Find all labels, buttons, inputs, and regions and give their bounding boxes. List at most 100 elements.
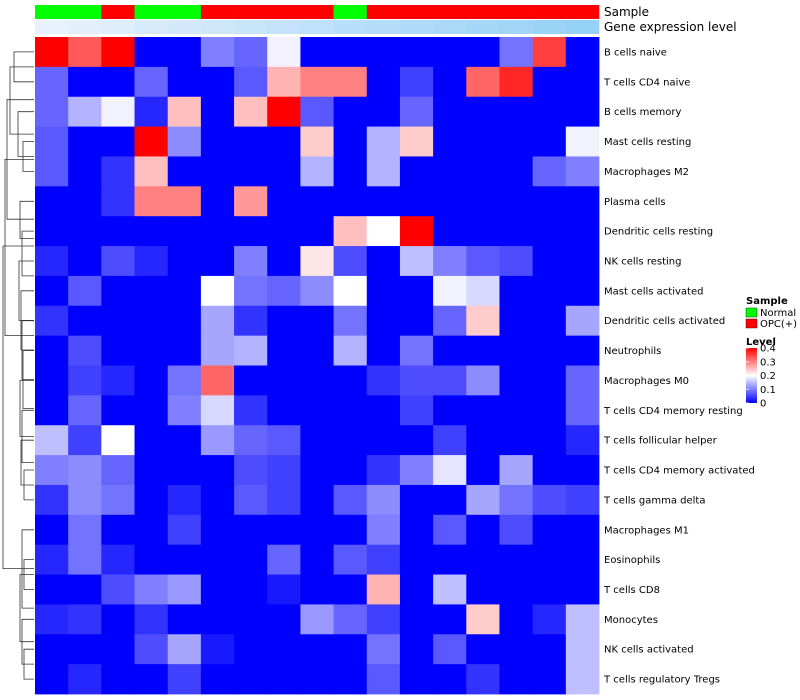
heatmap-cell: [267, 604, 301, 635]
heatmap-cell: [234, 186, 268, 217]
row-dendrogram: [2, 51, 34, 680]
heatmap-cell: [267, 425, 301, 456]
heatmap-cell: [300, 574, 334, 605]
heatmap-cell: [466, 126, 500, 157]
heatmap-cell: [399, 604, 434, 635]
heatmap-cell: [366, 335, 401, 366]
heatmap-cell: [200, 275, 235, 307]
row-label: NK cells resting: [604, 256, 681, 267]
sample-annotation-cell: [200, 5, 235, 19]
heatmap-cell: [134, 216, 169, 247]
heatmap-cell: [68, 574, 102, 605]
heatmap-cell: [366, 37, 401, 68]
level-legend-tick-label: 0.3: [760, 357, 776, 368]
heatmap-cell: [433, 455, 467, 486]
row-label: B cells memory: [604, 107, 681, 118]
heatmap-cell: [101, 634, 135, 665]
heatmap-cell: [267, 216, 301, 247]
expression-annotation-cell: [234, 20, 268, 34]
heatmap-cell: [333, 66, 368, 98]
heatmap-cell: [499, 156, 534, 187]
heatmap-cell: [532, 455, 567, 486]
heatmap-cell: [532, 37, 567, 68]
heatmap-cell: [499, 544, 534, 575]
heatmap-cell: [532, 216, 567, 247]
heatmap-cell: [300, 66, 334, 98]
level-legend-tick-label: 0.2: [760, 371, 776, 382]
heatmap-cell: [300, 216, 334, 247]
heatmap-cell: [234, 37, 268, 68]
heatmap-cell: [200, 395, 235, 426]
heatmap-cell: [134, 126, 169, 157]
expression-annotation-cell: [333, 20, 368, 34]
sample-annotation-cell: [532, 5, 567, 19]
heatmap-cell: [565, 186, 600, 217]
row-label: B cells naive: [604, 47, 667, 58]
heatmap-cell: [101, 574, 135, 605]
heatmap-cell: [267, 484, 301, 516]
heatmap-cell: [35, 514, 69, 546]
heatmap-cell: [466, 604, 500, 635]
level-legend-tick-label: 0.1: [760, 385, 776, 396]
heatmap-cell: [366, 455, 401, 486]
heatmap-cell: [267, 514, 301, 546]
row-label: NK cells activated: [604, 645, 694, 656]
row-label: T cells regulatory Tregs: [603, 675, 720, 686]
heatmap-cell: [466, 66, 500, 98]
heatmap-cell: [399, 455, 434, 486]
heatmap-cell: [234, 335, 268, 366]
heatmap-cell: [101, 395, 135, 426]
heatmap-cell: [499, 37, 534, 68]
heatmap-cell: [532, 484, 567, 516]
heatmap-cell: [366, 484, 401, 516]
heatmap-cell: [433, 126, 467, 157]
sample-annotation-cell: [466, 5, 500, 19]
heatmap-cell: [234, 216, 268, 247]
heatmap-cell: [200, 574, 235, 605]
heatmap-cell: [267, 96, 301, 127]
heatmap-cell: [267, 186, 301, 217]
heatmap-cell: [366, 604, 401, 635]
sample-annotation-cell: [68, 5, 102, 19]
heatmap-cell: [466, 96, 500, 127]
heatmap-cell: [333, 484, 368, 516]
heatmap-cell: [300, 455, 334, 486]
heatmap-cell: [300, 514, 334, 546]
heatmap-cell: [167, 156, 202, 187]
heatmap-cell: [466, 275, 500, 307]
heatmap-cell: [35, 37, 69, 68]
heatmap-cell: [366, 395, 401, 426]
heatmap-cell: [68, 664, 102, 695]
heatmap-cell: [565, 455, 600, 486]
heatmap-cell: [167, 305, 202, 337]
heatmap-cell: [565, 156, 600, 187]
heatmap-cell: [433, 305, 467, 337]
level-legend-tick-label: 0: [760, 399, 766, 410]
heatmap-cell: [267, 544, 301, 575]
heatmap-cell: [399, 96, 434, 127]
heatmap-cell: [532, 395, 567, 426]
heatmap-cell: [499, 425, 534, 456]
expression-annotation-cell: [366, 20, 401, 34]
heatmap-cell: [267, 335, 301, 366]
heatmap-cell: [433, 484, 467, 516]
legend-swatch-normal: [745, 307, 758, 318]
heatmap-cell: [101, 216, 135, 247]
dendrogram-branch: [18, 260, 34, 321]
heatmap-cell: [35, 126, 69, 157]
heatmap-cell: [200, 305, 235, 337]
row-label: T cells CD4 naive: [603, 77, 690, 88]
sample-annotation-cell: [234, 5, 268, 19]
heatmap-cell: [300, 664, 334, 695]
dendrogram-branch: [20, 439, 34, 486]
heatmap-cell: [200, 96, 235, 127]
heatmap-cell: [565, 544, 600, 575]
heatmap-cell: [167, 425, 202, 456]
expression-annotation-cell: [466, 20, 500, 34]
heatmap-cell: [466, 574, 500, 605]
heatmap-cell: [101, 514, 135, 546]
heatmap-cell: [200, 335, 235, 366]
heatmap-cell: [499, 186, 534, 217]
heatmap-cell: [333, 395, 368, 426]
heatmap-cell: [134, 365, 169, 396]
